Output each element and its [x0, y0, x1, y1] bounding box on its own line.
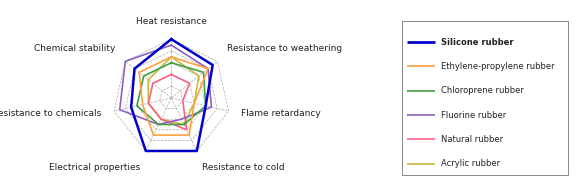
Text: Chemical stability: Chemical stability [34, 44, 115, 53]
Text: Heat resistance: Heat resistance [136, 17, 207, 26]
Text: Silicone rubber: Silicone rubber [441, 37, 514, 46]
Text: Ethylene-propylene rubber: Ethylene-propylene rubber [441, 62, 554, 71]
Text: Resistance to weathering: Resistance to weathering [228, 44, 343, 53]
Text: Resistance to chemicals: Resistance to chemicals [0, 109, 101, 118]
Text: Acrylic rubber: Acrylic rubber [441, 159, 500, 168]
Text: Flame retardancy: Flame retardancy [241, 109, 321, 118]
Text: Resistance to cold: Resistance to cold [203, 163, 285, 172]
Text: Chloroprene rubber: Chloroprene rubber [441, 86, 523, 95]
Text: Fluorine rubber: Fluorine rubber [441, 111, 506, 120]
Text: Electrical properties: Electrical properties [49, 163, 140, 172]
Text: Natural rubber: Natural rubber [441, 135, 503, 144]
FancyBboxPatch shape [402, 21, 568, 175]
